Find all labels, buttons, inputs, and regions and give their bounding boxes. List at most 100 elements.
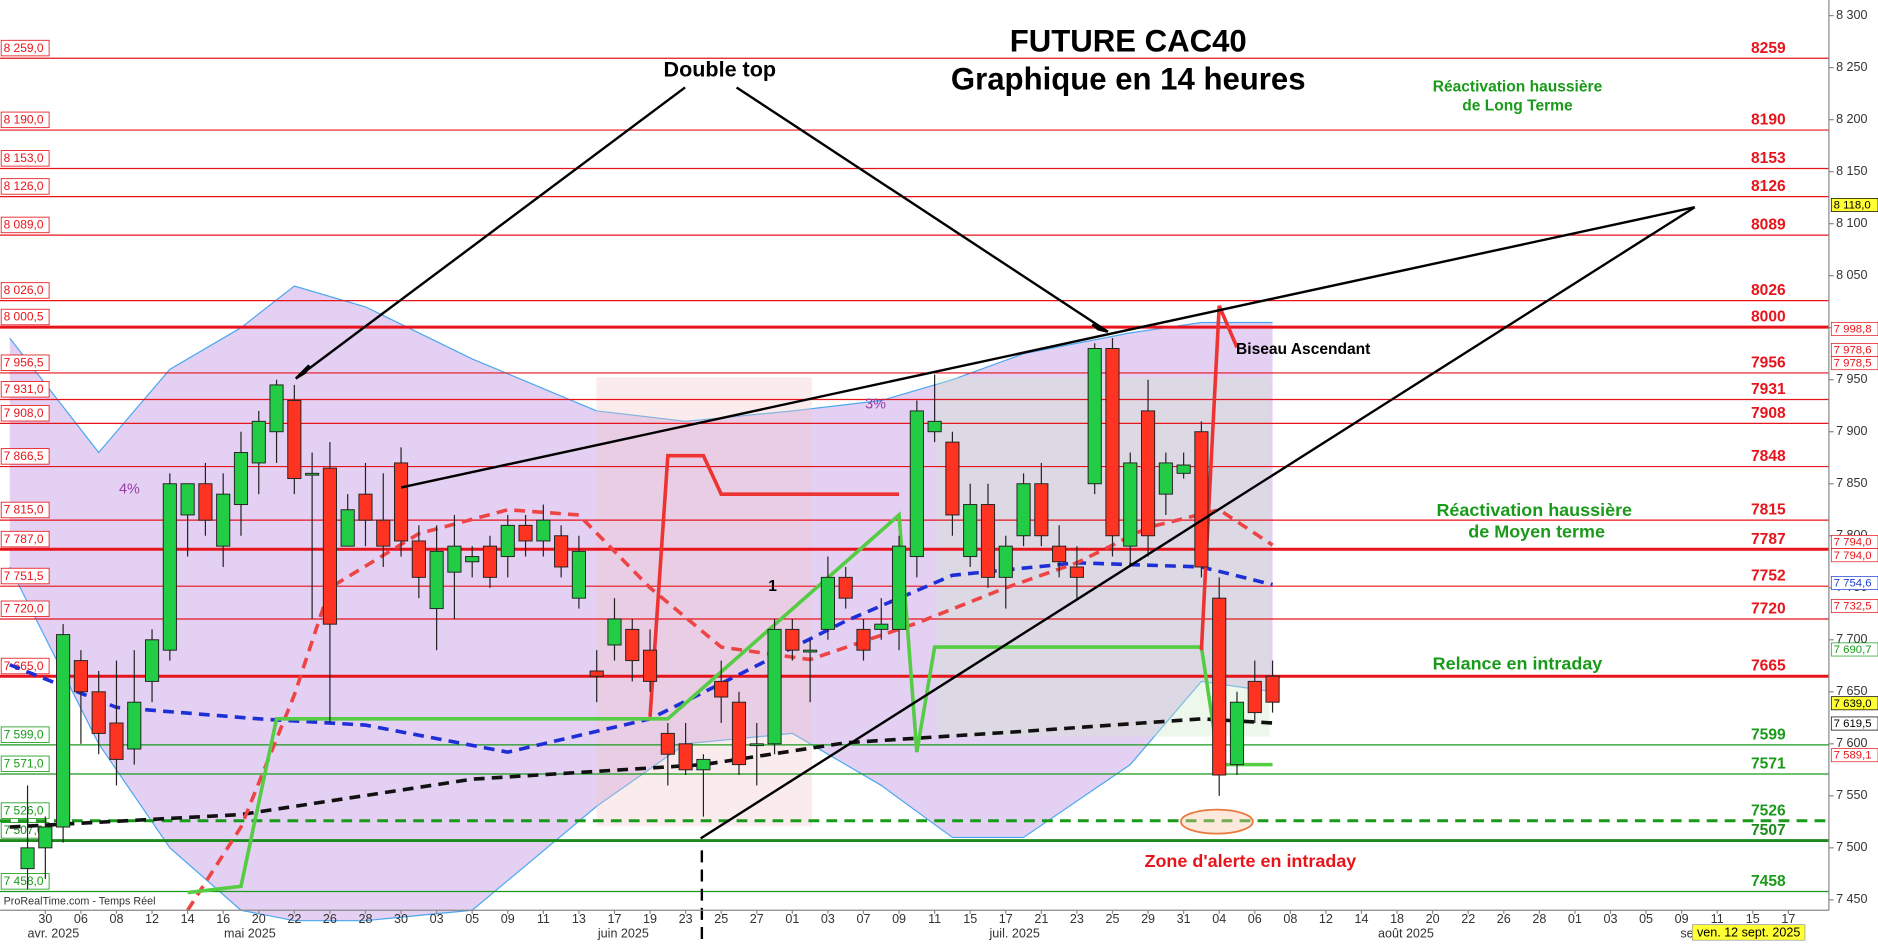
x-tick-label: 13 [572, 912, 586, 926]
candle-body [91, 691, 106, 734]
x-tick-label: 19 [643, 912, 657, 926]
candle-body [162, 483, 177, 651]
x-tick-label: 16 [216, 912, 230, 926]
x-tick-label: 12 [1319, 912, 1333, 926]
candle-body [749, 743, 764, 747]
candle-body [1140, 410, 1156, 537]
price-tag: 7 794,0 [1834, 537, 1872, 549]
y-tick-label: 8 250 [1836, 60, 1867, 74]
x-tick-label: 28 [1532, 912, 1546, 926]
level-tag: 7931 [1751, 381, 1786, 398]
candle-body [678, 743, 693, 771]
annotation: Réactivation haussière [1433, 79, 1603, 96]
annotation: 4% [119, 482, 140, 498]
candle-body [1069, 566, 1084, 578]
annotation: Réactivation haussière [1436, 500, 1632, 520]
candle-body [1034, 483, 1049, 537]
level-tag: 8153 [1751, 150, 1786, 167]
x-tick-label: 05 [465, 912, 479, 926]
level-label-box [0, 150, 50, 167]
candle-body [589, 670, 604, 677]
shade-zone [596, 377, 813, 827]
candle-body [1194, 431, 1209, 568]
candle-body [714, 680, 729, 698]
x-tick-label: 25 [1105, 912, 1119, 926]
x-tick-label: 14 [1354, 912, 1368, 926]
price-tag: 7 794,0 [1834, 550, 1872, 562]
price-tag: 7 978,5 [1834, 358, 1872, 370]
candle-body [1158, 462, 1173, 495]
x-tick-label: 30 [38, 912, 52, 926]
price-tag: 7 732,5 [1834, 601, 1872, 613]
level-label: 7 599,0 [4, 727, 44, 741]
y-tick-label: 7 550 [1836, 788, 1867, 802]
x-tick-label: 03 [1604, 912, 1618, 926]
candle-body [518, 524, 533, 542]
indicator-line [9, 717, 1273, 829]
candle-body [874, 623, 889, 630]
candle-body [607, 618, 622, 646]
x-tick-label: 01 [1568, 912, 1582, 926]
level-label-box [0, 308, 50, 326]
level-label-box [0, 600, 50, 618]
candle-body [696, 758, 711, 771]
y-tick-label: 7 500 [1836, 840, 1867, 854]
level-label: 7 908,0 [4, 406, 44, 420]
y-tick-label: 7 600 [1836, 736, 1867, 750]
chart-subtitle: Graphique en 14 heures [951, 62, 1306, 97]
y-tick-label: 7 850 [1836, 476, 1867, 490]
price-tag: 8 118,0 [1834, 200, 1871, 212]
x-tick-label: 15 [1746, 912, 1760, 926]
candle-body [109, 722, 124, 760]
level-label-box [0, 802, 50, 819]
date-tag-box [1691, 924, 1806, 941]
candle-body [1052, 545, 1067, 563]
annotation: 3% [865, 397, 886, 413]
x-tick-label: 27 [750, 912, 764, 926]
level-label-box [0, 448, 50, 465]
y-tick-label: 7 900 [1836, 424, 1867, 438]
month-label: avr. 2025 [28, 927, 80, 941]
x-tick-label: 14 [181, 912, 195, 926]
level-tag: 7458 [1751, 873, 1786, 890]
x-tick-label: 21 [1034, 912, 1048, 926]
price-tag: 7 754,6 [1834, 578, 1872, 590]
indicator-line [9, 561, 1273, 754]
x-tick-label: 17 [999, 912, 1013, 926]
candle-body [429, 550, 444, 610]
candle-body [1247, 680, 1262, 714]
x-tick-label: 20 [1426, 912, 1440, 926]
candle-body [38, 826, 53, 849]
annotation: de Moyen terme [1468, 522, 1605, 542]
candle-body [358, 493, 373, 521]
month-label: se [1680, 927, 1693, 941]
annotation: Zone d'alerte en intraday [1145, 851, 1357, 871]
price-tag: 7 619,5 [1834, 718, 1872, 730]
candle-body [180, 483, 195, 516]
level-tag: 7787 [1751, 531, 1786, 548]
candle-body [571, 550, 586, 599]
level-label: 7 956,5 [4, 356, 44, 370]
level-tag: 7599 [1751, 726, 1786, 743]
indicator-line [187, 511, 1273, 895]
x-tick-label: 25 [714, 912, 728, 926]
footer: ProRealTime.com - Temps Réel [4, 896, 156, 908]
level-label-box [0, 178, 50, 195]
x-tick-label: 03 [821, 912, 835, 926]
level-label-box [0, 873, 50, 890]
x-tick-label: 07 [856, 912, 870, 926]
candle-body [198, 483, 213, 521]
x-tick-label: 28 [358, 912, 372, 926]
candle-body [1176, 464, 1191, 474]
x-tick-label: 06 [74, 912, 88, 926]
month-label: août 2025 [1378, 927, 1434, 941]
y-tick-label: 7 450 [1836, 892, 1867, 906]
candle-body [554, 535, 569, 568]
y-tick-label: 8 200 [1836, 112, 1867, 126]
level-tag: 8089 [1751, 217, 1786, 234]
x-tick-label: 11 [1711, 912, 1724, 926]
candle-body [731, 701, 747, 766]
arrow-head [294, 364, 311, 380]
candle-body [927, 420, 942, 433]
level-tag: 7752 [1751, 568, 1786, 585]
